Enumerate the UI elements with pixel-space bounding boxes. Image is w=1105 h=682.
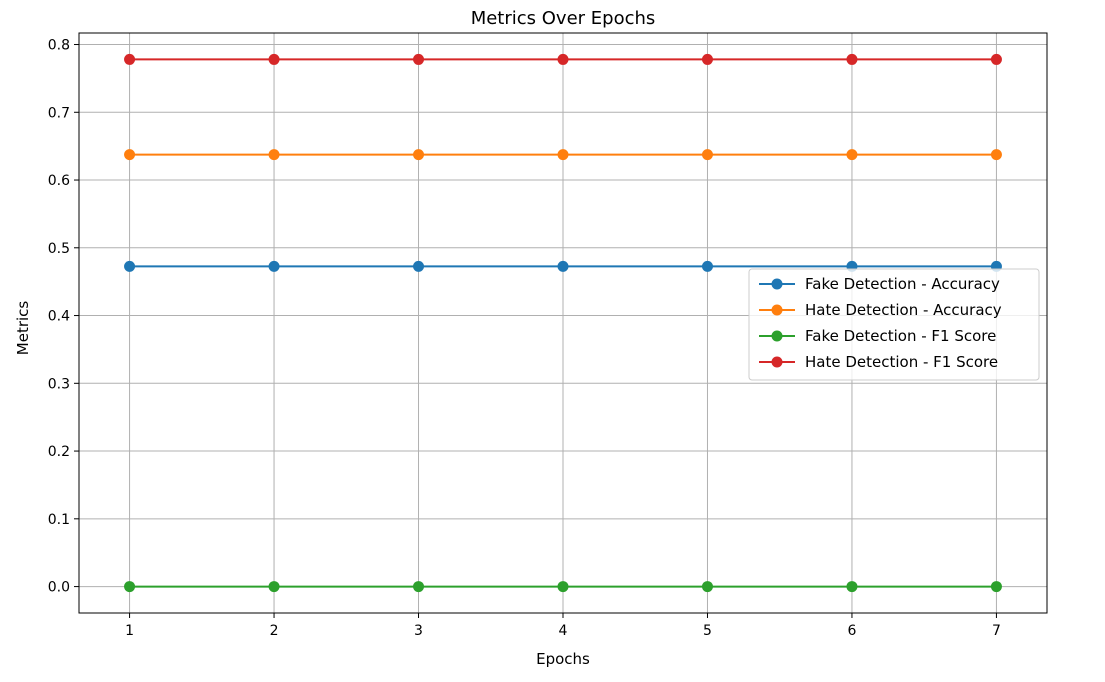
data-point — [557, 581, 569, 593]
data-point — [268, 149, 280, 161]
x-axis: 1 2 3 4 5 6 7 — [125, 613, 1001, 639]
data-point — [268, 53, 280, 65]
x-tick-label: 6 — [847, 623, 856, 639]
data-point — [990, 53, 1002, 65]
legend-item: Hate Detection - F1 Score — [759, 353, 998, 371]
x-tick-label: 3 — [414, 623, 423, 639]
y-tick-label: 0.2 — [48, 444, 70, 460]
legend-marker — [771, 304, 783, 316]
data-point — [124, 581, 136, 593]
legend-label: Fake Detection - F1 Score — [805, 327, 996, 345]
data-point — [990, 581, 1002, 593]
data-point — [557, 53, 569, 65]
y-axis-label: Metrics — [14, 301, 32, 356]
legend-item: Fake Detection - Accuracy — [759, 275, 1000, 293]
data-point — [701, 581, 713, 593]
data-point — [701, 53, 713, 65]
x-tick-label: 4 — [559, 623, 568, 639]
data-point — [124, 149, 136, 161]
y-tick-label: 0.5 — [48, 241, 70, 257]
y-tick-label: 0.6 — [48, 173, 70, 189]
data-point — [268, 581, 280, 593]
legend: Fake Detection - Accuracy Hate Detection … — [748, 268, 1040, 381]
data-point — [557, 149, 569, 161]
data-point — [990, 149, 1002, 161]
series-3 — [124, 53, 1002, 65]
data-point — [413, 149, 425, 161]
y-tick-label: 0.1 — [48, 512, 70, 528]
x-tick-label: 1 — [125, 623, 134, 639]
legend-label: Hate Detection - Accuracy — [805, 301, 1002, 319]
legend-marker — [771, 356, 783, 368]
data-point — [124, 53, 136, 65]
data-point — [846, 53, 858, 65]
legend-box — [748, 268, 1040, 381]
series-2 — [124, 581, 1002, 593]
data-point — [846, 581, 858, 593]
data-point — [701, 149, 713, 161]
x-tick-label: 2 — [270, 623, 279, 639]
series-layer — [124, 53, 1002, 593]
y-tick-label: 0.0 — [48, 580, 70, 596]
data-point — [124, 260, 136, 272]
legend-label: Hate Detection - F1 Score — [805, 353, 998, 371]
x-tick-label: 5 — [703, 623, 712, 639]
data-point — [701, 260, 713, 272]
x-tick-label: 7 — [992, 623, 1001, 639]
data-point — [413, 53, 425, 65]
x-axis-label: Epochs — [536, 650, 590, 668]
legend-marker — [771, 278, 783, 290]
legend-item: Hate Detection - Accuracy — [759, 301, 1002, 319]
y-axis: 0.0 0.1 0.2 0.3 0.4 0.5 0.6 0.7 0.8 — [48, 38, 79, 596]
chart-title: Metrics Over Epochs — [471, 8, 656, 29]
legend-label: Fake Detection - Accuracy — [805, 275, 1000, 293]
y-tick-label: 0.7 — [48, 105, 70, 121]
series-0 — [124, 260, 1002, 272]
data-point — [413, 581, 425, 593]
data-point — [268, 260, 280, 272]
legend-marker — [771, 330, 783, 342]
series-1 — [124, 149, 1002, 161]
data-point — [413, 260, 425, 272]
data-point — [846, 149, 858, 161]
data-point — [557, 260, 569, 272]
y-tick-label: 0.8 — [48, 38, 70, 54]
legend-item: Fake Detection - F1 Score — [759, 327, 996, 345]
y-tick-label: 0.4 — [48, 309, 70, 325]
y-tick-label: 0.3 — [48, 376, 70, 392]
